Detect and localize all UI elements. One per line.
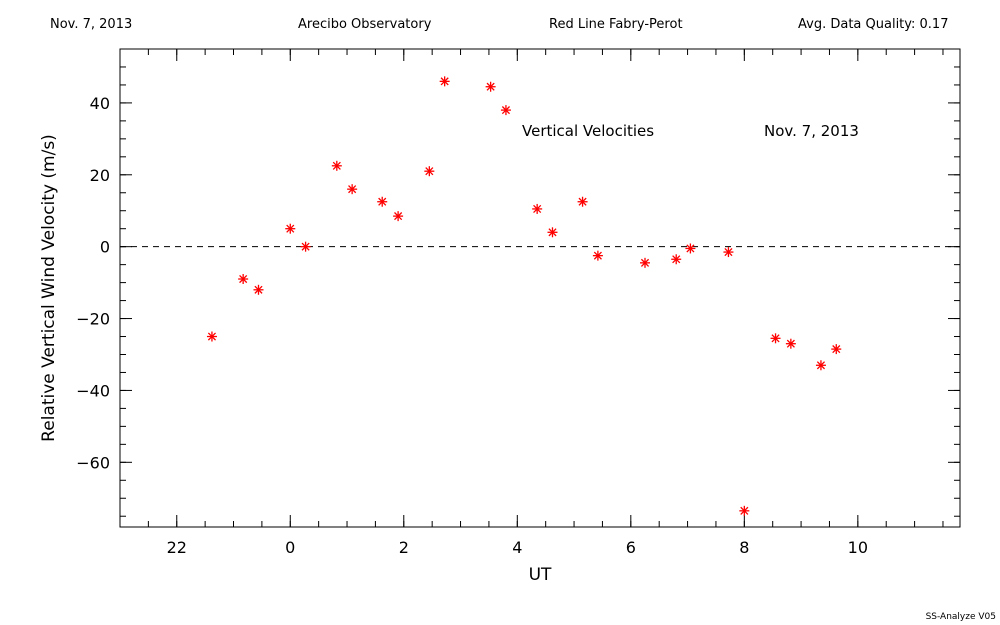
data-point [532,203,543,214]
data-point-stroke [593,251,602,260]
data-point-stroke [578,197,587,206]
data-point-stroke [254,285,263,294]
y-axis-title: Relative Vertical Wind Velocity (m/s) [39,134,59,442]
data-point [770,333,781,344]
data-point-stroke [548,228,557,237]
data-point-stroke [394,212,403,221]
annotation-date: Nov. 7, 2013 [764,122,859,140]
data-point [640,257,650,268]
data-point [485,81,496,92]
data-point [723,247,734,258]
data-point-stroke [640,258,650,267]
data-point [238,274,249,285]
data-point [439,76,450,87]
x-tick-label: 6 [626,538,636,557]
x-tick-label: 4 [512,538,522,557]
data-point [785,338,796,349]
x-axis: 22 0 2 4 6 8 10 [167,49,868,557]
data-point-stroke [501,106,511,115]
y-tick-label: −60 [76,453,110,472]
data-point [577,196,588,207]
data-point-stroke [425,167,434,176]
data-point-stroke [686,244,695,253]
y-tick-label: 0 [100,238,110,257]
data-point [685,243,696,254]
x-tick-label: 8 [739,538,749,557]
data-point-stroke [440,77,449,86]
data-point-stroke [239,274,248,284]
annotation-vertical-velocities: Vertical Velocities [522,122,654,140]
x-tick-label: 10 [848,538,868,557]
data-point-stroke [724,248,733,257]
data-point [285,223,296,234]
data-point-stroke [786,339,795,348]
x-tick-label: 0 [285,538,295,557]
data-points [206,76,842,516]
data-point-stroke [672,255,681,264]
data-point [592,250,603,261]
data-point [547,227,558,238]
x-tick-label: 2 [399,538,409,557]
y-tick-label: 40 [90,94,110,113]
data-point-stroke [486,82,495,91]
data-point-stroke [816,361,826,370]
header-site: Arecibo Observatory [298,17,432,32]
header-date: Nov. 7, 2013 [50,17,133,32]
data-point [500,105,511,116]
software-version: SS-Analyze V05 [925,612,996,622]
data-point [671,254,682,265]
data-point [815,360,826,371]
data-point [300,241,311,252]
y-tick-label: −40 [76,381,110,400]
x-tick-label: 22 [167,538,187,557]
data-point-stroke [332,161,341,170]
data-point [393,211,404,222]
data-point-stroke [286,224,295,233]
y-tick-label: −20 [76,310,110,329]
data-point [206,331,217,342]
data-point-stroke [832,345,841,354]
data-point-stroke [348,185,357,194]
data-point-stroke [740,506,749,515]
minor-ticks [120,49,960,527]
data-point-stroke [378,197,387,206]
data-point [831,344,842,355]
header-quality: Avg. Data Quality: 0.17 [798,17,949,32]
data-point [347,184,358,195]
data-point-stroke [533,204,542,213]
data-point-stroke [207,332,217,341]
data-point [739,505,750,516]
data-point [377,196,388,207]
header-instrument: Red Line Fabry-Perot [549,17,683,32]
data-point-stroke [771,334,780,343]
data-point-stroke [301,242,310,251]
plot-frame [119,48,961,528]
data-point [331,160,342,171]
data-point [424,166,435,177]
data-point [253,284,264,295]
x-axis-title: UT [529,565,552,585]
y-axis: 40 20 0 −20 −40 −60 [76,94,960,472]
y-tick-label: 20 [90,166,110,185]
